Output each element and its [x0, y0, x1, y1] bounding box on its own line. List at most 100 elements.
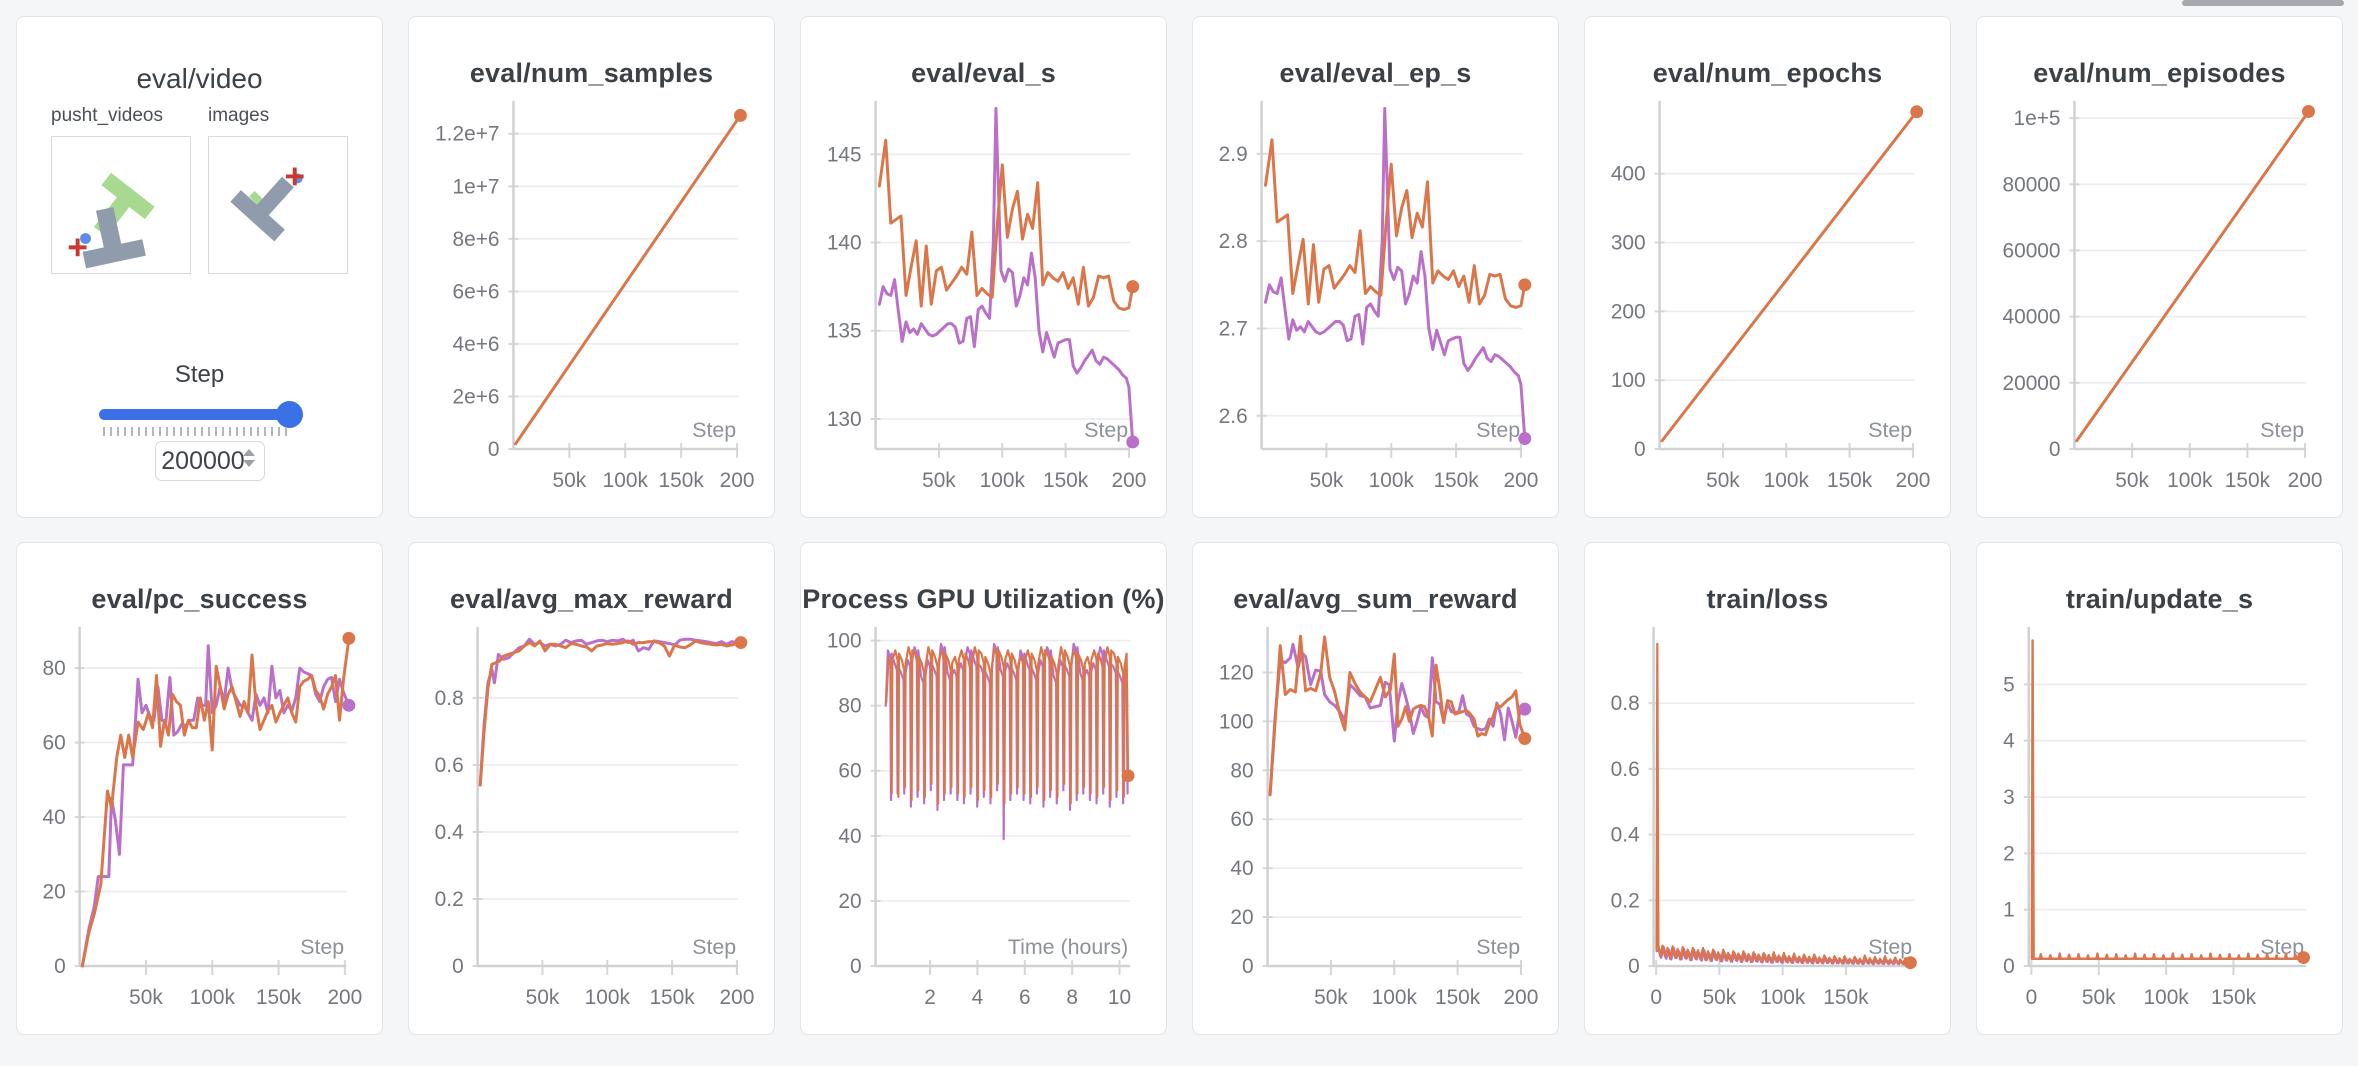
svg-text:50k: 50k	[2115, 469, 2149, 492]
svg-text:0: 0	[1650, 986, 1662, 1009]
panel-train-loss[interactable]: train/loss 0 0.2 0.4 0.6 0.8 0 50k 100k 150k Step	[1584, 542, 1951, 1035]
media-label-images: images	[208, 105, 270, 126]
svg-text:145: 145	[827, 143, 862, 166]
line-chart-canvas[interactable]: 0 20 40 60 80 100 120 50k 100k 150k 200 Step	[1193, 543, 1558, 1034]
panel-process-gpu-utilization[interactable]: Process GPU Utilization (%) 0 20 40 60 80 100…	[800, 542, 1167, 1035]
line-chart-canvas[interactable]: 0 100 200 300 400 50k 100k 150k 200 Step	[1585, 17, 1950, 517]
panel-eval-pc-success[interactable]: eval/pc_success 0 20 40 60 80 50k 100k 150k 200 S…	[16, 542, 383, 1035]
line-chart-canvas[interactable]: 0 20 40 60 80 50k 100k 150k 200 Step	[17, 543, 382, 1034]
svg-text:1.2e+7: 1.2e+7	[435, 123, 499, 146]
panel-eval-avg-max-reward[interactable]: eval/avg_max_reward 0 0.2 0.4 0.6 0.8 50k 100k…	[408, 542, 775, 1035]
svg-text:80: 80	[42, 657, 65, 680]
panel-eval-num-samples[interactable]: eval/num_samples 0 2e+6 4e+6 6e+6 8e+6 1e+7 1.…	[408, 16, 775, 518]
svg-text:50k: 50k	[1703, 986, 1737, 1009]
panel-eval-video[interactable]: eval/video pusht_videos images	[16, 16, 383, 518]
svg-text:Step: Step	[692, 935, 736, 959]
step-value: 200000	[161, 446, 245, 475]
svg-text:4e+6: 4e+6	[452, 333, 499, 356]
panel-eval-avg-sum-reward[interactable]: eval/avg_sum_reward 0 20 40 60 80 100 120 50k 10…	[1192, 542, 1559, 1035]
panel-eval-num-episodes[interactable]: eval/num_episodes 0 20000 40000 60000 80000 1…	[1976, 16, 2343, 518]
svg-text:100: 100	[827, 630, 862, 653]
svg-text:0.6: 0.6	[435, 754, 464, 777]
svg-text:150k: 150k	[256, 986, 302, 1009]
step-value-input[interactable]: 200000	[155, 441, 265, 481]
svg-text:2.7: 2.7	[1219, 317, 1248, 340]
chart-title: eval/num_epochs	[1652, 58, 1883, 88]
line-chart-canvas[interactable]: 2.6 2.7 2.8 2.9 50k 100k 150k 200 Step	[1193, 17, 1558, 517]
stepper	[243, 449, 255, 467]
step-slider-track[interactable]	[99, 409, 296, 420]
panel-eval-num-epochs[interactable]: eval/num_epochs 0 100 200 300 400 50k 100k 150k…	[1584, 16, 1951, 518]
pusht-scene	[68, 172, 155, 269]
svg-text:0.2: 0.2	[435, 888, 464, 911]
svg-text:20: 20	[42, 881, 65, 904]
target-cross	[68, 238, 87, 257]
svg-text:150k: 150k	[659, 469, 705, 492]
svg-text:200: 200	[2288, 469, 2323, 492]
svg-text:50k: 50k	[1314, 986, 1348, 1009]
chart-title: eval/num_episodes	[2033, 58, 2286, 88]
svg-text:150k: 150k	[1433, 469, 1479, 492]
svg-text:1: 1	[2003, 899, 2015, 922]
step-decrement-button[interactable]	[243, 460, 255, 467]
svg-text:60000: 60000	[2002, 239, 2060, 262]
pusht-video-frame[interactable]	[51, 136, 191, 274]
svg-text:4: 4	[972, 986, 984, 1009]
panel-eval-eval-s[interactable]: eval/eval_s 130 135 140 145 50k 100k 150k 200 St…	[800, 16, 1167, 518]
chart-title: eval/avg_max_reward	[450, 584, 733, 614]
svg-text:100k: 100k	[1760, 986, 1806, 1009]
line-chart-canvas[interactable]: 0 2e+6 4e+6 6e+6 8e+6 1e+7 1.2e+7 50k 100k 150k 20…	[409, 17, 774, 517]
svg-text:100k: 100k	[585, 986, 631, 1009]
media-label-pusht-videos: pusht_videos	[51, 105, 163, 126]
line-chart-canvas[interactable]: 0 0.2 0.4 0.6 0.8 50k 100k 150k 200 Step	[409, 543, 774, 1034]
svg-text:0.8: 0.8	[1611, 692, 1640, 715]
step-increment-button[interactable]	[243, 449, 255, 456]
svg-text:50k: 50k	[1310, 469, 1344, 492]
svg-text:Step: Step	[300, 935, 344, 959]
svg-text:2.9: 2.9	[1219, 143, 1248, 166]
line-chart-canvas[interactable]: 0 0.2 0.4 0.6 0.8 0 50k 100k 150k Step	[1585, 543, 1950, 1034]
chart-title: train/loss	[1706, 584, 1829, 614]
svg-text:0: 0	[54, 955, 66, 978]
svg-text:60: 60	[1230, 808, 1253, 831]
svg-text:1e+5: 1e+5	[2014, 107, 2061, 130]
svg-text:0: 0	[2026, 986, 2038, 1009]
line-chart-canvas[interactable]: 0 20 40 60 80 100 2 4 6 8 10 Time (hours)	[801, 543, 1166, 1034]
gray-t-block	[230, 176, 294, 242]
svg-text:80: 80	[838, 695, 861, 718]
svg-text:0: 0	[2003, 955, 2015, 978]
svg-text:0: 0	[850, 955, 862, 978]
svg-text:100: 100	[1611, 369, 1646, 392]
images-frame[interactable]	[208, 136, 348, 274]
svg-text:100k: 100k	[1372, 986, 1418, 1009]
pusht-scene	[230, 167, 304, 242]
svg-text:200: 200	[720, 469, 755, 492]
svg-text:100k: 100k	[2143, 986, 2189, 1009]
panel-train-update-s[interactable]: train/update_s 0 1 2 3 4 5 0 50k 100k 150k Step	[1976, 542, 2343, 1035]
svg-text:300: 300	[1611, 231, 1646, 254]
chart-title: train/update_s	[2065, 584, 2254, 614]
svg-text:130: 130	[827, 408, 862, 431]
line-chart-canvas[interactable]: 130 135 140 145 50k 100k 150k 200 Step	[801, 17, 1166, 517]
svg-text:0: 0	[1628, 955, 1640, 978]
svg-text:2: 2	[924, 986, 936, 1009]
panel-eval-eval-ep-s[interactable]: eval/eval_ep_s 2.6 2.7 2.8 2.9 50k 100k 150k 20…	[1192, 16, 1559, 518]
step-slider-thumb[interactable]	[276, 401, 303, 428]
svg-text:0.6: 0.6	[1611, 758, 1640, 781]
svg-text:100k: 100k	[1369, 469, 1415, 492]
svg-text:50k: 50k	[1706, 469, 1740, 492]
svg-text:0: 0	[488, 438, 500, 461]
svg-text:3: 3	[2003, 786, 2015, 809]
line-chart-canvas[interactable]: 0 20000 40000 60000 80000 1e+5 50k 100k 150k 200 S…	[1977, 17, 2342, 517]
svg-text:2: 2	[2003, 842, 2015, 865]
svg-text:20: 20	[838, 890, 861, 913]
svg-text:150k: 150k	[649, 986, 695, 1009]
svg-text:140: 140	[827, 231, 862, 254]
svg-text:100k: 100k	[190, 986, 236, 1009]
svg-text:40: 40	[838, 825, 861, 848]
svg-text:200: 200	[1504, 986, 1539, 1009]
svg-text:135: 135	[827, 320, 862, 343]
horizontal-scrollbar[interactable]	[2182, 0, 2344, 6]
svg-text:200: 200	[327, 986, 362, 1009]
